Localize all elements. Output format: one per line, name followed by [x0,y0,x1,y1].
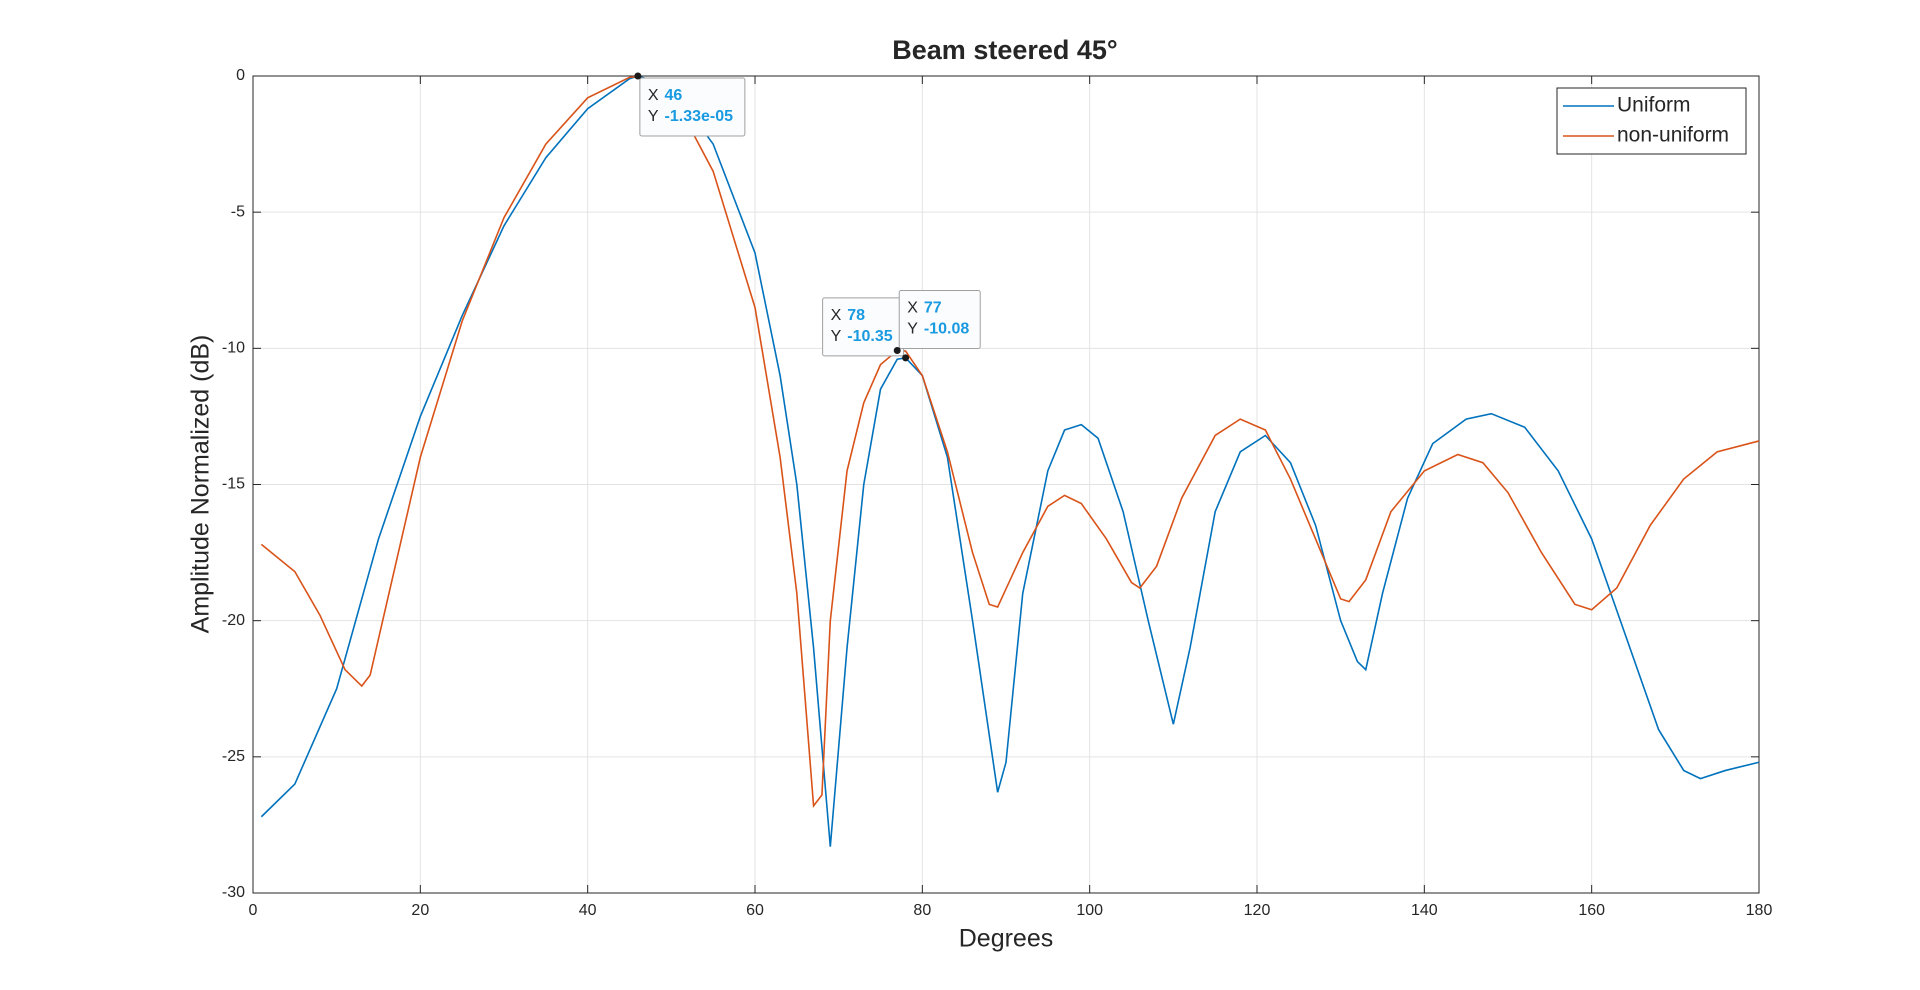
x-tick-label: 160 [1578,902,1605,919]
datatip-box [639,77,746,137]
y-tick-label: -5 [231,203,245,220]
datatip-text: X 78 [831,307,866,324]
datatip-key: Y [648,108,659,125]
x-axis-label: Degrees [959,925,1054,953]
y-tick-label: -30 [222,884,245,901]
datatip-value: -10.35 [847,328,892,345]
y-tick-label: -15 [222,476,245,493]
y-tick-label: -10 [222,340,245,357]
datatip-text: Y -1.33e-05 [648,108,733,125]
datatip-key: X [648,87,659,104]
series-line [260,75,1760,808]
datatip-marker [902,354,910,362]
y-axis-label: Amplitude Normalized (dB) [187,335,215,634]
datatip-key: Y [831,328,842,345]
datatip-value: 46 [665,87,683,104]
x-tick-label: 80 [913,902,931,919]
legend-label: non-uniform [1617,124,1729,147]
x-tick-label: 140 [1411,902,1438,919]
x-tick-label: 0 [249,902,258,919]
legend-label: Uniform [1617,94,1691,117]
datatip-text: Y -10.08 [907,321,969,338]
axes-box [252,75,1760,894]
x-tick-label: 40 [579,902,597,919]
x-tick-label: 100 [1076,902,1103,919]
datatip-marker [893,347,901,355]
datatip-marker [634,72,642,80]
y-tick-label: -25 [222,748,245,765]
x-tick-label: 60 [746,902,764,919]
datatip-key: Y [907,321,918,338]
datatip-value: 78 [847,307,865,324]
y-tick-label: 0 [236,67,245,84]
datatip-key: X [907,300,918,317]
x-tick-label: 20 [411,902,429,919]
chart-title: Beam steered 45° [892,35,1117,65]
datatip-text: X 77 [907,300,942,317]
datatip-text: X 46 [648,87,683,104]
x-tick-label: 120 [1244,902,1271,919]
legend-box [1556,87,1747,155]
datatip-value: 77 [924,300,942,317]
datatip-value: -10.08 [924,321,969,338]
x-tick-label: 180 [1746,902,1773,919]
datatip-key: X [831,307,842,324]
datatip-box [898,290,981,350]
y-tick-label: -20 [222,612,245,629]
datatip-text: Y -10.35 [831,328,893,345]
datatip-value: -1.33e-05 [665,108,734,125]
